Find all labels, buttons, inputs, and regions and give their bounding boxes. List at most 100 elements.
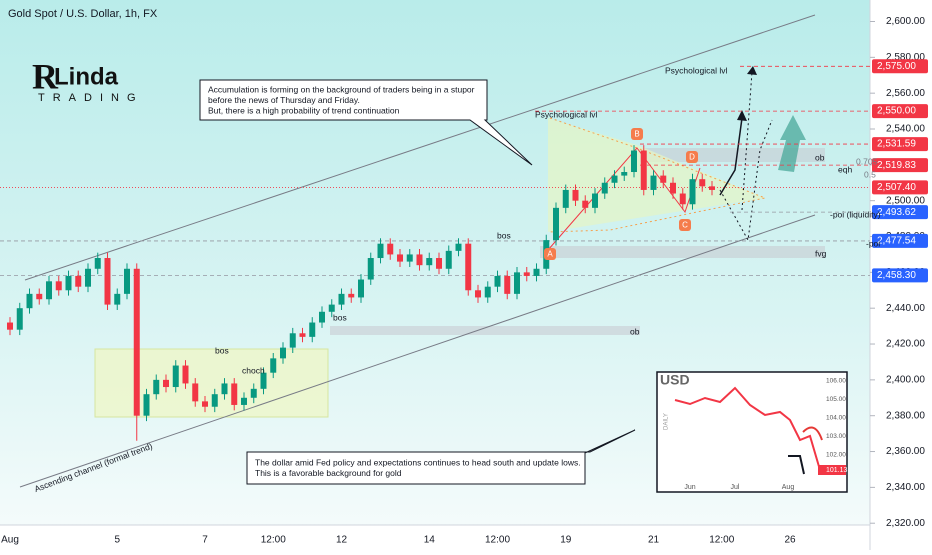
candle-body [426, 258, 433, 266]
annotation: choch [242, 365, 265, 375]
triangle-line [547, 117, 767, 233]
candle-body [689, 179, 696, 205]
inset-title: USD [660, 372, 690, 388]
candle-body [523, 272, 530, 276]
callout-text: Accumulation is forming on the backgroun… [208, 84, 475, 94]
candle-body [572, 189, 579, 201]
candle-body [309, 322, 316, 337]
y-tick-label: 2,580.00 [886, 52, 925, 63]
candle-body [406, 254, 413, 262]
candle-body [221, 383, 228, 395]
callout-text: But, there is a high probability of tren… [208, 105, 400, 115]
candle-body [55, 281, 62, 291]
channel-line [24, 14, 816, 281]
annotation: bos [497, 230, 511, 240]
candle-body [270, 358, 277, 373]
x-tick-label: 21 [648, 535, 660, 546]
candle-body [75, 275, 82, 287]
candle-body [484, 286, 491, 298]
point-badge [679, 219, 691, 231]
candle-body [133, 268, 140, 416]
candle-body [280, 347, 286, 359]
candle-body [377, 243, 384, 259]
inset-tick: 104.00 [826, 415, 846, 422]
x-tick-label: 12 [336, 535, 348, 546]
candle-body [153, 379, 160, 395]
annotation: Psychological lvl [535, 109, 597, 119]
candle-body [143, 394, 150, 416]
candle-body [289, 333, 296, 348]
candle-body [455, 243, 462, 251]
y-tick-label: 2,360.00 [886, 446, 925, 457]
candle-body [387, 243, 394, 255]
inset-tick: 102.00 [826, 452, 846, 459]
x-tick-label: 26 [784, 535, 796, 546]
y-tick-label: 2,420.00 [886, 339, 925, 350]
y-tick-label: 2,600.00 [886, 16, 925, 27]
annotation: Psychological lvl [665, 65, 727, 75]
price-tag [872, 104, 928, 119]
inset-month: Jul [731, 484, 740, 491]
candle-body [319, 311, 325, 323]
candle-body [475, 290, 481, 298]
price-tag [872, 158, 928, 173]
candle-body [611, 175, 618, 183]
point-badge [631, 128, 643, 140]
x-tick-label: 19 [560, 535, 572, 546]
annotation: eqh [838, 164, 852, 174]
price-tag [872, 205, 928, 220]
price-tag-label: 2,458.30 [877, 270, 916, 281]
candle-body [328, 304, 335, 312]
inset-month: Jun [684, 484, 695, 491]
inset [656, 371, 848, 493]
candle-body [65, 275, 72, 291]
candle-body [299, 333, 306, 337]
candle-body [26, 293, 33, 309]
annotation: fvg [815, 248, 827, 258]
point-label: D [689, 153, 695, 162]
price-tag [872, 233, 928, 248]
point-label: A [547, 250, 553, 259]
candle-body [397, 254, 403, 262]
candle-body [172, 365, 179, 388]
candle-body [36, 293, 43, 300]
channel-line [19, 214, 816, 488]
candle-body [192, 383, 199, 402]
y-tick-label: 2,560.00 [886, 88, 925, 99]
y-tick-label: 2,320.00 [886, 518, 925, 529]
candle-body [260, 372, 267, 389]
candle-body [367, 258, 374, 280]
price-tag-label: 2,493.62 [877, 207, 916, 218]
logo-sub: TRADING [38, 92, 144, 104]
price-tag-label: 2,531.59 [877, 139, 916, 150]
x-tick-label: 12:00 [261, 535, 286, 546]
candle-body [85, 268, 91, 287]
inset-frame [656, 371, 848, 493]
candle-body [533, 268, 540, 276]
inset-tick: 103.00 [826, 433, 846, 440]
inset-month: Aug [782, 484, 795, 491]
callout-box [199, 79, 533, 166]
callout-text: The dollar amid Fed policy and expectati… [255, 457, 581, 467]
big-arrow [778, 115, 806, 172]
price-tag-label: 2,507.40 [877, 182, 916, 193]
candle-body [445, 250, 452, 269]
candle-body [562, 189, 569, 208]
annotation: -poi (liquidity) [830, 209, 881, 219]
x-tick-label: Aug [1, 535, 19, 546]
annotation: bos [333, 312, 347, 322]
arrow-head [747, 66, 757, 75]
candle-body [504, 275, 511, 294]
fvg-zone [540, 246, 825, 258]
candle-body [104, 258, 111, 305]
candle-body [231, 383, 238, 405]
projection-path [741, 71, 753, 211]
y-tick-label: 2,440.00 [886, 303, 925, 314]
point-label: C [682, 221, 688, 230]
annotation: 0.705 [856, 156, 878, 166]
candle-body [621, 172, 628, 176]
callout-box [246, 429, 636, 485]
y-tick-label: 2,540.00 [886, 124, 925, 135]
candle-body [338, 293, 345, 305]
